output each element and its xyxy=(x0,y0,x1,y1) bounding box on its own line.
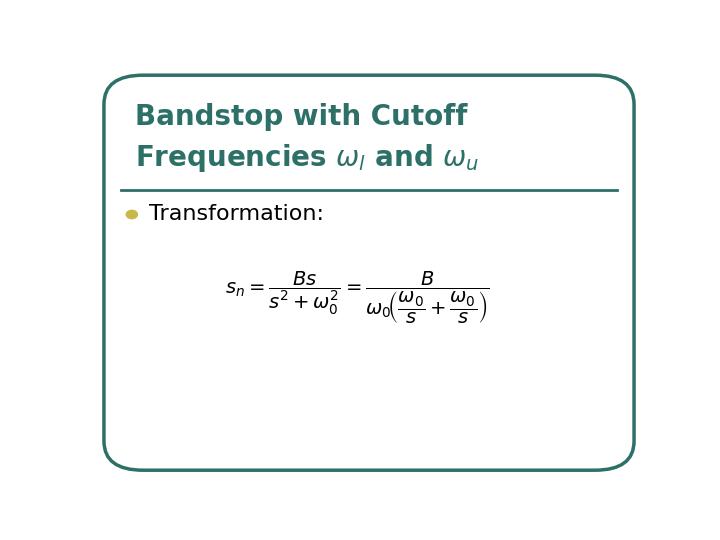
Text: Frequencies $\omega_l$ and $\omega_u$: Frequencies $\omega_l$ and $\omega_u$ xyxy=(135,143,479,174)
FancyBboxPatch shape xyxy=(104,75,634,470)
Circle shape xyxy=(126,210,138,219)
Text: $s_n = \dfrac{Bs}{s^2 + \omega_0^2} = \dfrac{B}{\omega_0\!\left(\dfrac{\omega_0}: $s_n = \dfrac{Bs}{s^2 + \omega_0^2} = \d… xyxy=(225,269,490,326)
Text: Transformation:: Transformation: xyxy=(148,205,323,225)
Text: Bandstop with Cutoff: Bandstop with Cutoff xyxy=(135,103,467,131)
